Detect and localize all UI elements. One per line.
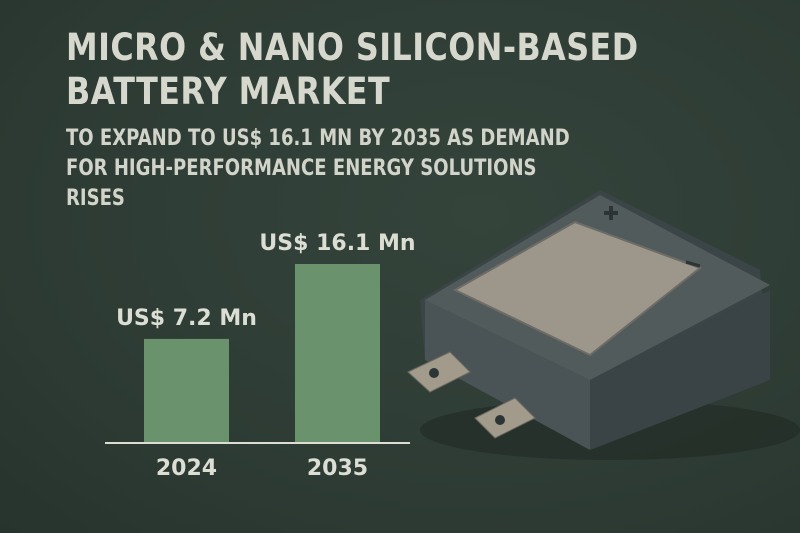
tab-terminal <box>407 351 471 393</box>
minus-terminal-icon <box>685 260 701 268</box>
title-line: BATTERY MARKET <box>66 70 391 113</box>
data-label: US$ 7.2 Mn <box>116 306 257 331</box>
subtitle: TO EXPAND TO US$ 16.1 MN BY 2035 AS DEMA… <box>66 124 570 214</box>
plus-terminal-icon <box>604 206 618 220</box>
subtitle-line: RISES <box>66 186 125 211</box>
battery-illustration <box>407 190 800 460</box>
subtitle-line: TO EXPAND TO US$ 16.1 MN BY 2035 AS DEMA… <box>66 126 570 151</box>
subtitle-line: FOR HIGH-PERFORMANCE ENERGY SOLUTIONS <box>66 156 537 181</box>
bar-2035 <box>295 264 380 443</box>
title-line: MICRO & NANO SILICON-BASED <box>66 26 639 69</box>
data-label: US$ 16.1 Mn <box>259 231 415 256</box>
x-tick-label: 2035 <box>307 456 368 481</box>
page-title: MICRO & NANO SILICON-BASED BATTERY MARKE… <box>66 26 639 114</box>
bar-2024 <box>144 338 229 443</box>
x-tick-label: 2024 <box>156 456 217 481</box>
tab-terminal <box>474 397 536 439</box>
